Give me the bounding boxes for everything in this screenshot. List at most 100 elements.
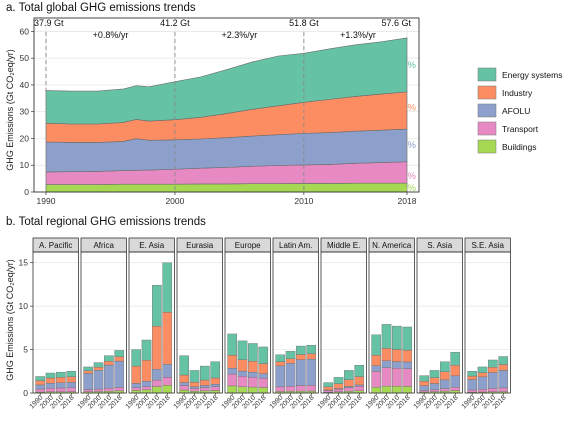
panel-a-plot: 0 10 20 30 40 50 60 1990 2000 2010 2018 37.9 Gt 41.2…	[20, 17, 420, 206]
bar-segment-industry	[402, 349, 413, 363]
bar-segment-industry	[131, 365, 141, 384]
bar-segment-energy-systems	[35, 376, 45, 381]
facet-frame	[464, 251, 511, 394]
bar-segment-energy-systems	[440, 361, 450, 372]
total-emissions-annotation: 41.2 Gt	[160, 18, 190, 28]
bar-segment-transport	[450, 387, 461, 391]
bar-segment-industry	[114, 356, 125, 362]
bar-segment-energy-systems	[498, 356, 509, 365]
bar-segment-energy-systems	[381, 324, 392, 349]
facet-frame	[32, 251, 79, 394]
panel-b-y-tick-label: 5	[23, 345, 28, 355]
bar-segment-buildings	[402, 386, 413, 394]
bar-segment-afolu	[381, 360, 392, 368]
bar-segment-industry	[152, 326, 162, 370]
bar-segment-industry	[392, 349, 402, 362]
panel-a-x-tick-label: 2000	[165, 196, 184, 206]
bar-segment-transport	[440, 388, 450, 392]
growth-rate-annotation: +2.3%/yr	[222, 30, 258, 40]
growth-rate-annotation: +1.3%/yr	[340, 30, 376, 40]
bar-segment-transport	[258, 378, 269, 388]
bar-segment-afolu	[498, 370, 509, 389]
bar-segment-industry	[419, 380, 429, 386]
bar-segment-industry	[162, 312, 173, 365]
bar-segment-afolu	[162, 364, 173, 378]
bar-segment-industry	[200, 379, 210, 386]
bar-segment-energy-systems	[371, 334, 381, 356]
bar-segment-industry	[141, 359, 152, 382]
bar-segment-energy-systems	[114, 350, 125, 358]
bar-segment-afolu	[83, 373, 93, 390]
panel-a-y-tick-label: 0	[24, 187, 29, 197]
bar-segment-transport	[285, 386, 296, 392]
bar-segment-afolu	[450, 375, 461, 388]
bar-segment-industry	[498, 364, 509, 371]
bar-segment-industry	[104, 361, 114, 366]
bar-segment-transport	[344, 387, 354, 392]
growth-rate-annotation: +0.8%/yr	[93, 30, 129, 40]
region-label-a-pacific: A. Pacific	[39, 241, 72, 250]
facet-frame	[320, 251, 367, 394]
bar-segment-afolu	[210, 384, 221, 387]
legend-swatch-transport	[477, 121, 497, 136]
bar-segment-transport	[275, 386, 285, 392]
bar-segment-buildings	[152, 386, 162, 394]
bar-segment-industry	[488, 367, 498, 373]
bar-segment-energy-systems	[467, 371, 477, 377]
bar-segment-energy-systems	[248, 343, 258, 362]
bar-segment-energy-systems	[56, 371, 66, 378]
bar-segment-transport	[227, 373, 237, 387]
bar-segment-industry	[248, 361, 258, 373]
bar-segment-energy-systems	[179, 355, 189, 376]
panel-b-y-tick-label: 15	[19, 258, 29, 268]
bar-segment-energy-systems	[227, 333, 237, 356]
panel-a-x-tick-label: 2010	[294, 196, 313, 206]
facet-frame	[128, 251, 175, 394]
bar-segment-afolu	[419, 385, 429, 391]
bar-segment-afolu	[354, 384, 365, 387]
bar-segment-energy-systems	[131, 349, 141, 367]
facet-background	[33, 252, 79, 393]
bar-segment-transport	[56, 387, 66, 392]
bar-segment-industry	[477, 372, 488, 378]
bar-segment-industry	[354, 376, 365, 386]
bar-segment-transport	[45, 388, 56, 393]
bar-segment-afolu	[227, 367, 237, 375]
bar-segment-transport	[498, 387, 509, 392]
bar-segment-energy-systems	[488, 359, 498, 368]
total-emissions-annotation: 57.6 Gt	[381, 18, 411, 28]
bar-segment-afolu	[467, 379, 477, 391]
bar-segment-afolu	[237, 370, 248, 377]
bar-segment-energy-systems	[237, 340, 248, 360]
bar-segment-energy-systems	[354, 365, 365, 377]
panel-a-y-tick-label: 10	[20, 160, 30, 170]
bar-segment-energy-systems	[93, 362, 104, 368]
panel-a-y-tick-label: 60	[20, 26, 30, 36]
bar-segment-industry	[333, 383, 344, 389]
bar-segment-afolu	[141, 381, 152, 387]
bar-segment-afolu	[477, 376, 488, 390]
bar-segment-energy-systems	[152, 285, 162, 327]
bar-segment-buildings	[258, 387, 269, 394]
bar-segment-afolu	[114, 360, 125, 388]
bar-segment-industry	[306, 353, 317, 360]
bar-segment-transport	[477, 389, 488, 393]
bar-segment-transport	[200, 387, 210, 392]
bar-segment-transport	[35, 388, 45, 393]
bar-segment-energy-systems	[104, 355, 114, 362]
bar-segment-industry	[371, 354, 381, 366]
sector-share-label: 21%	[397, 140, 417, 151]
region-label-s-asia: S. Asia	[427, 241, 452, 250]
bar-segment-afolu	[189, 386, 200, 389]
panel-b-y-tick-label: 10	[19, 301, 29, 311]
bar-segment-industry	[344, 379, 354, 387]
region-label-latin-am: Latin Am.	[279, 241, 312, 250]
bar-segment-industry	[179, 374, 189, 383]
bar-segment-transport	[333, 389, 344, 392]
bar-segment-afolu	[66, 382, 77, 388]
panel-a-y-tick-label: 20	[20, 133, 30, 143]
bar-segment-industry	[450, 365, 461, 377]
bar-segment-transport	[296, 385, 306, 392]
